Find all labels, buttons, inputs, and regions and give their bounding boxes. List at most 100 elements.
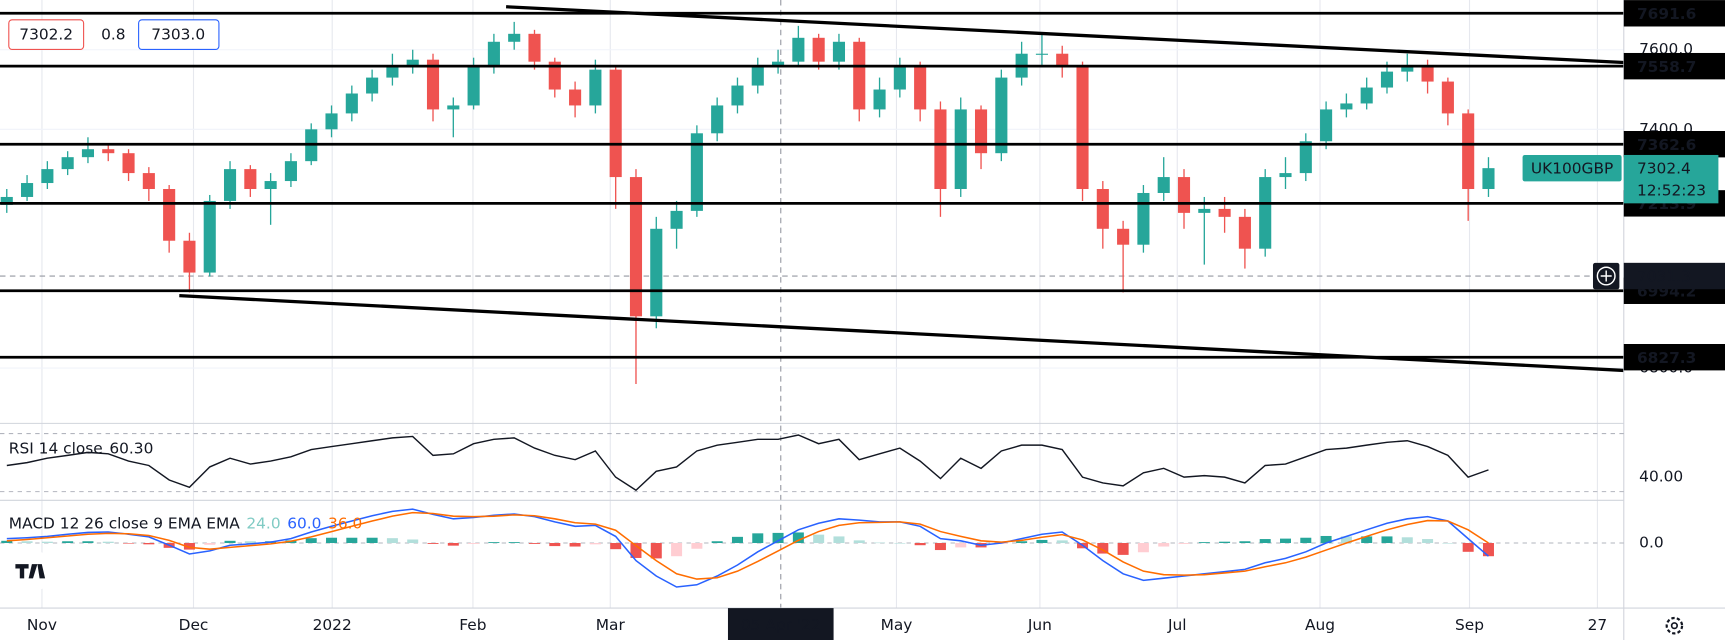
signal-line [6,511,1489,580]
macd-histogram-bar [1300,537,1312,544]
crosshair-date-box [727,608,834,640]
x-tick-label: Mar [596,616,626,634]
macd-histogram-bar [813,534,825,544]
macd-histogram-bar [772,532,784,544]
candle-body [508,33,521,42]
macd-histogram-bar [183,543,195,550]
candle-body [528,33,541,62]
x-tick-label: Jun [1027,616,1052,634]
price-label: 7302.4 [1637,160,1691,178]
macd-histogram-bar [1320,535,1332,544]
candle-body [426,59,440,110]
trendline [505,5,1624,65]
candle-body [690,133,703,211]
macd-histogram-bar [1259,539,1271,544]
macd-histogram-bar [1462,543,1474,552]
macd-histogram-bar [894,543,906,544]
level-label-box [1623,0,1725,27]
settings-icon[interactable] [1665,616,1684,635]
candle-body [711,105,724,134]
macd-histogram-bar [569,543,581,547]
y-tick-label: 40.00 [1639,468,1683,486]
macd-histogram-bar [488,542,500,544]
level-label: 7691.6 [1637,5,1696,23]
candle-body [447,105,460,110]
candle-body [21,183,34,197]
candle-body [1279,173,1292,178]
x-tick-label: Sep [1455,616,1484,634]
macd-histogram-bar [1219,541,1231,544]
macd-histogram-bar [346,537,358,544]
candle-body [974,109,988,154]
trendline [179,293,1624,373]
candle-body [1177,177,1191,213]
macd-histogram-bar [386,538,398,544]
candle-body [548,61,561,90]
candle-body [1056,53,1069,66]
macd-histogram-bar [671,543,683,557]
candle-body [163,189,176,241]
macd-histogram-bar [143,543,155,545]
macd-histogram-bar [1117,543,1129,555]
candle-body [873,89,886,110]
add-alert-icon [1596,266,1616,286]
candle-body [1076,65,1089,190]
candle-body [792,37,805,62]
add-alert-icon [1600,270,1612,282]
candle-body [1462,113,1475,190]
macd-histogram-bar [41,541,53,544]
macd-histogram-bar [934,543,946,551]
candle-body [1198,208,1211,213]
candle-body [386,65,399,78]
macd-histogram-bar [691,543,703,549]
candle-body [345,93,358,114]
candle-body [41,169,54,184]
macd-histogram-bar [508,542,520,544]
bid-label[interactable]: 7302.2 [19,26,73,44]
level-label-box [1623,131,1725,158]
candle-body [366,77,379,94]
macd-histogram-bar [62,541,74,544]
crosshair-price-label: 7031.3 [1637,268,1691,286]
x-tick-label: Jul [1167,616,1187,634]
macd-histogram-bar [1361,536,1373,544]
rsi-legend: RSI 14 close 60.30 [9,439,154,457]
macd-histogram-bar [610,543,622,550]
macd-legend-value: 60.0 [287,514,321,532]
ask-box[interactable] [138,19,220,51]
macd-histogram-bar [1137,543,1149,553]
spread-label: 0.8 [101,26,125,44]
macd-histogram-bar [1198,542,1210,544]
macd-histogram-bar [650,543,662,559]
macd-histogram-bar [1239,541,1251,544]
candle-body [832,41,846,62]
settings-icon-center [1670,622,1678,630]
candle-body [61,157,74,170]
macd-histogram-bar [1279,538,1291,544]
ask-label[interactable]: 7303.0 [151,26,205,44]
macd-histogram-bar [1340,536,1352,544]
bid-box[interactable] [8,19,85,51]
macd-histogram-bar [711,541,723,544]
macd-histogram-bar [224,540,236,544]
macd-line [6,508,1489,588]
candle-body [1137,192,1150,245]
candle-body [1117,228,1130,245]
macd-histogram-bar [731,536,743,544]
macd-histogram-bar [427,543,439,544]
candle-body [751,65,764,86]
candle-body [223,169,237,201]
x-tick-label: Aug [1305,616,1335,634]
candle-body [142,173,155,190]
candle-body [487,41,500,66]
macd-histogram-bar [853,540,865,544]
macd-histogram-bar [326,537,338,544]
macd-histogram-bar [1178,543,1190,544]
macd-histogram-bar [1097,543,1109,554]
macd-histogram-bar [833,536,845,544]
macd-histogram-bar [1016,541,1028,544]
rsi-line [6,434,1489,492]
candle-body [1340,103,1353,110]
macd-histogram-bar [1442,543,1454,544]
